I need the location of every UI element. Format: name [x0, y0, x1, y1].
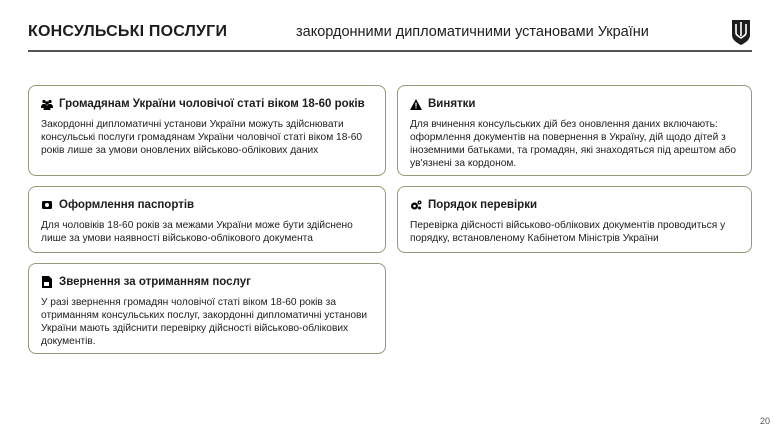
- page-subtitle: закордонними дипломатичними установами У…: [296, 24, 649, 40]
- card-title: Винятки: [428, 98, 476, 110]
- people-icon: [41, 98, 53, 110]
- card-title: Звернення за отриманням послуг: [59, 276, 251, 288]
- page-title: КОНСУЛЬСЬКІ ПОСЛУГИ: [28, 23, 228, 40]
- gears-icon: [410, 199, 422, 211]
- document-icon: [41, 276, 53, 288]
- card-citizens: Громадянам України чоловічої статі віком…: [28, 85, 386, 176]
- passport-icon: [41, 199, 53, 211]
- card-service-requests: Звернення за отриманням послуг У разі зв…: [28, 263, 386, 354]
- card-text: У разі звернення громадян чоловічої стат…: [41, 297, 368, 347]
- card-text: Перевірка дійсності військово-облікових …: [410, 220, 726, 244]
- trident-shield-logo: [732, 20, 750, 45]
- card-verification: Порядок перевірки Перевірка дійсності ві…: [397, 186, 752, 253]
- card-exceptions: Винятки Для вчинення консульських дій бе…: [397, 85, 752, 176]
- card-title: Порядок перевірки: [428, 199, 538, 211]
- header-divider: [28, 50, 752, 52]
- card-text: Для вчинення консульських дій без оновле…: [410, 119, 737, 169]
- card-text: Закордонні дипломатичні установи України…: [41, 119, 363, 156]
- card-title: Громадянам України чоловічої статі віком…: [59, 98, 365, 110]
- card-title: Оформлення паспортів: [59, 199, 195, 211]
- card-text: Для чоловіків 18-60 років за межами Укра…: [41, 220, 353, 244]
- warning-icon: [410, 98, 422, 110]
- page-number: 20: [760, 416, 771, 426]
- card-passports: Оформлення паспортів Для чоловіків 18-60…: [28, 186, 386, 253]
